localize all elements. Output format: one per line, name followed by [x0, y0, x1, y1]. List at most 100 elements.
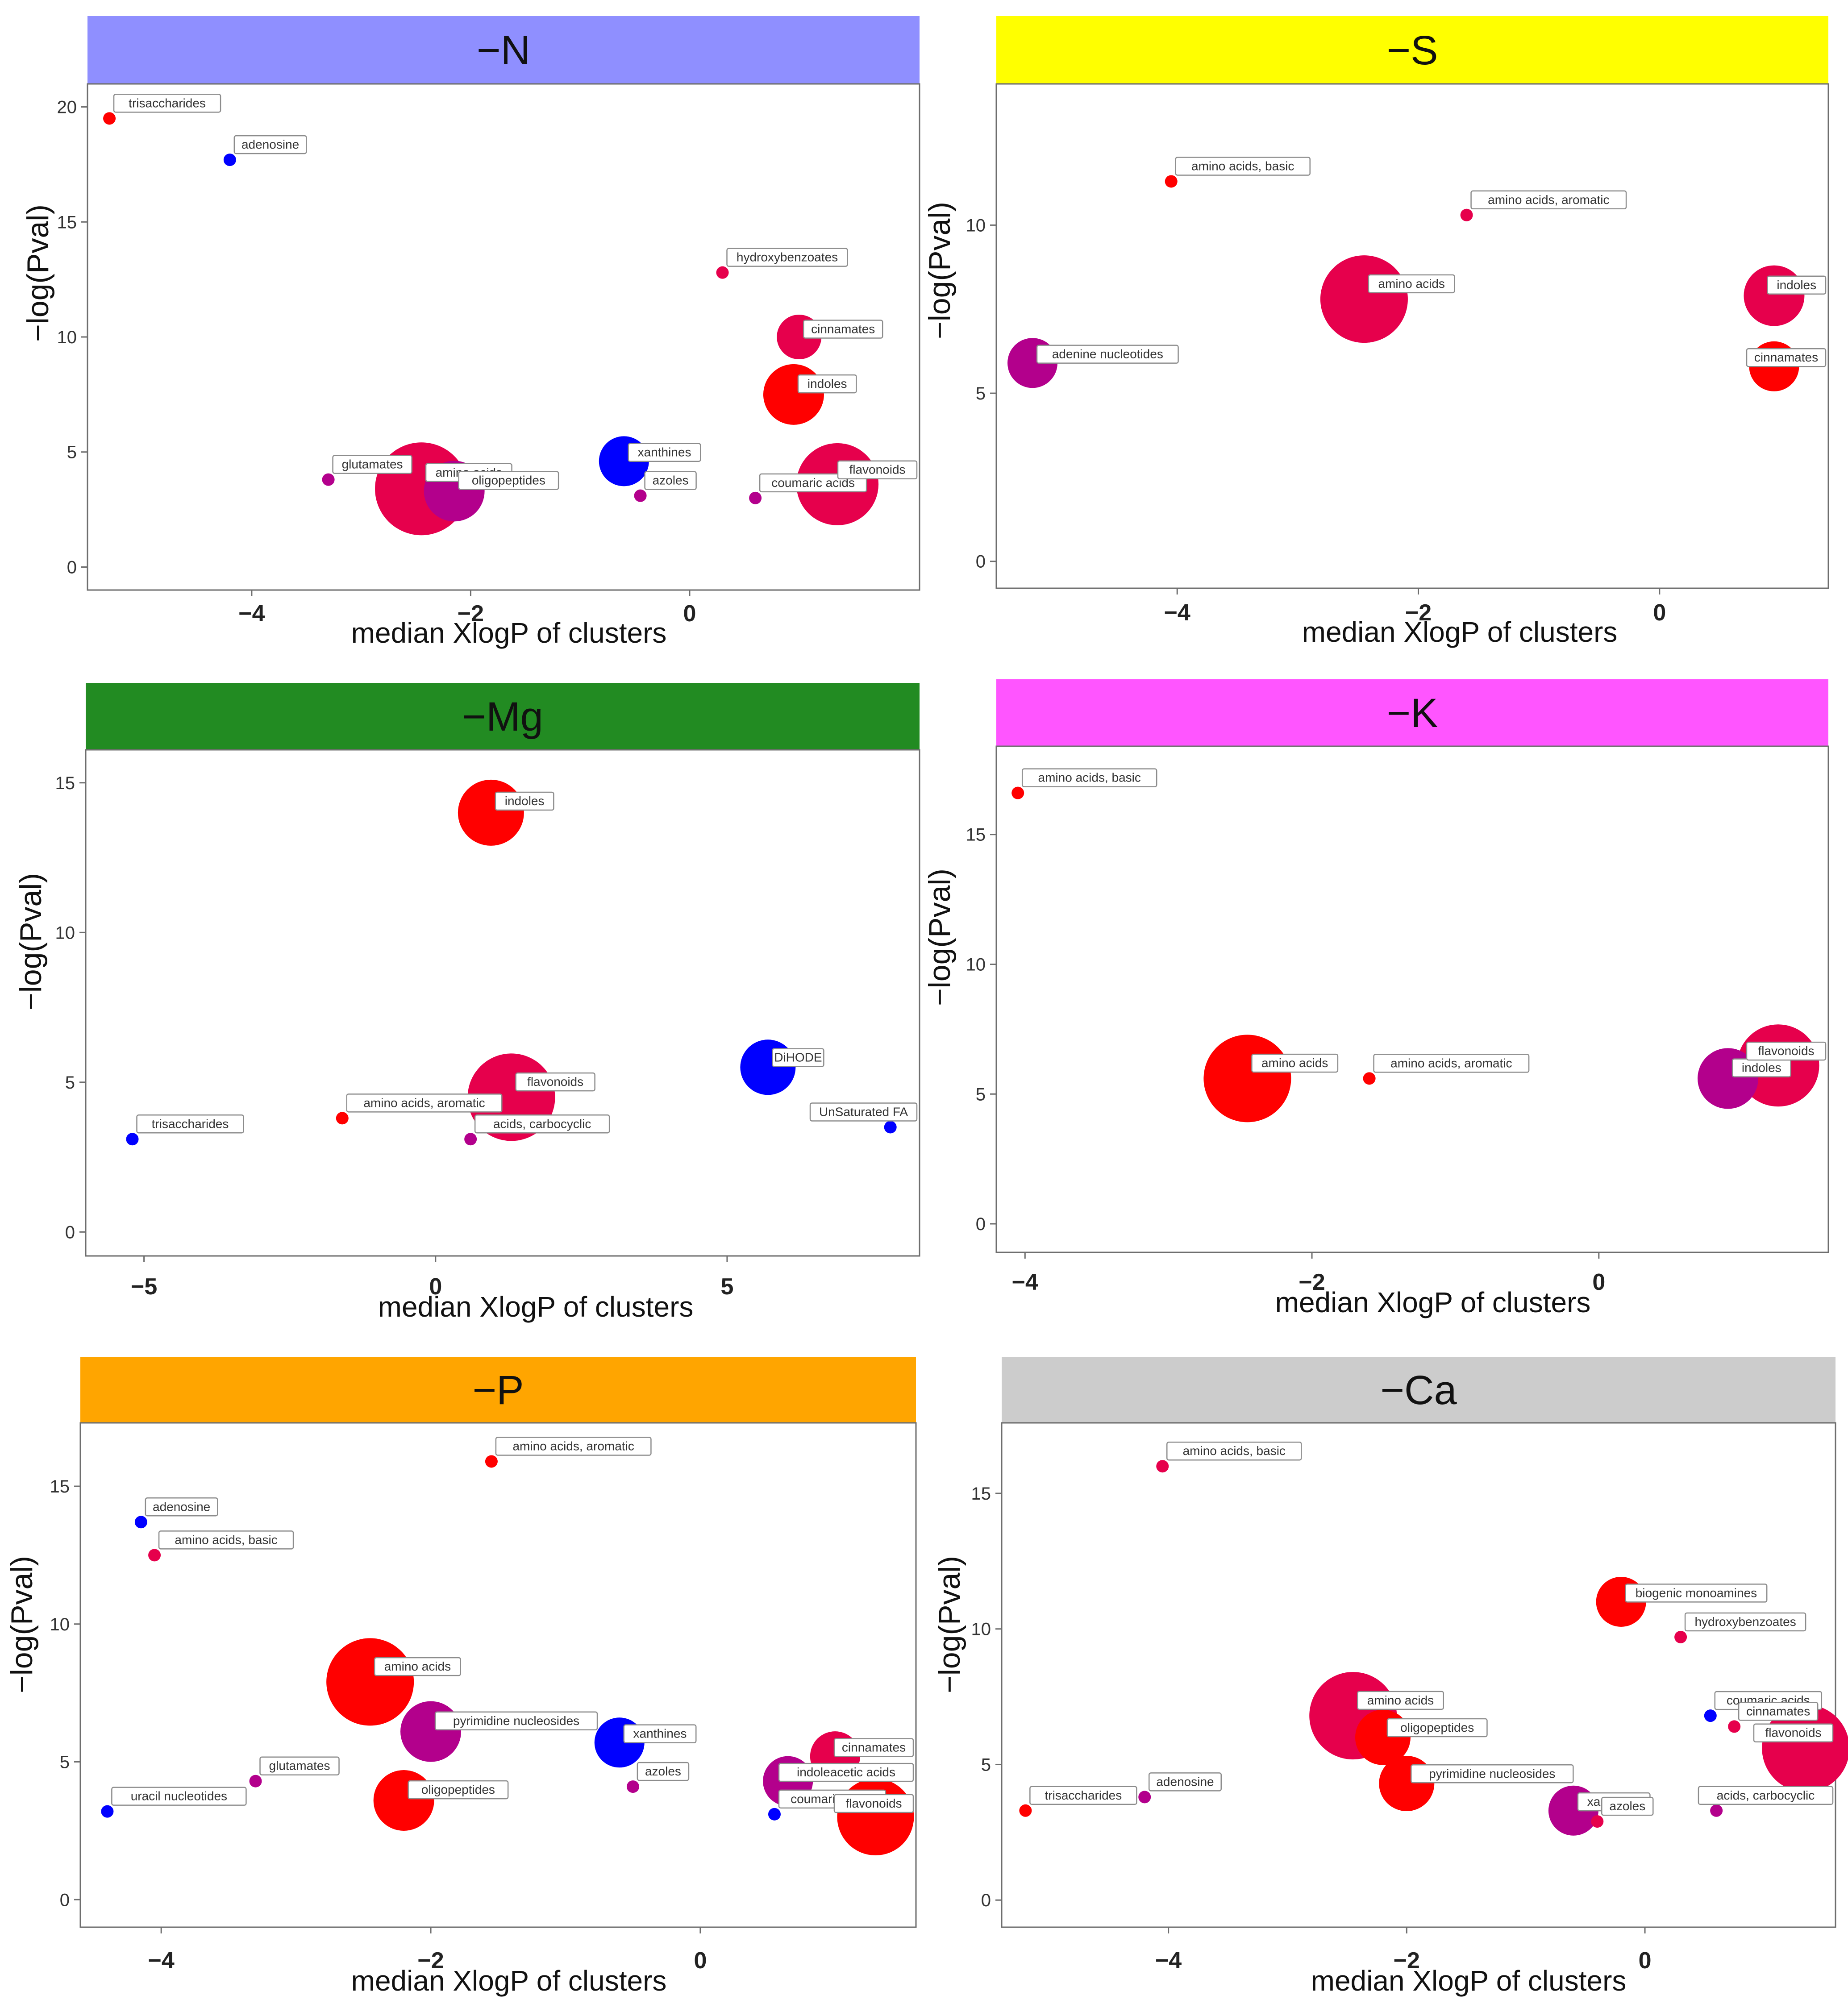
bubble-pyrimidine-nucleosides: [1379, 1756, 1435, 1812]
point-label-box: [1625, 1584, 1768, 1603]
point-label-amino-acids-basic: amino acids, basic: [175, 1533, 277, 1546]
y-tick-label: 5: [981, 1755, 991, 1775]
bubble-azoles: [1591, 1815, 1604, 1828]
bubble-coumaric-acids: [768, 1808, 781, 1821]
x-tick-label: −2: [1299, 1269, 1325, 1295]
point-label-indoleacetic-acids: indoleacetic acids: [797, 1765, 895, 1779]
y-axis-label: −log(Pval): [923, 869, 957, 1006]
point-label-adenosine: adenosine: [241, 137, 299, 151]
bubble-azoles: [634, 489, 647, 502]
bubble-amino-acids-basic: [1011, 786, 1024, 799]
point-label-adenine-nucleotides: adenine nucleotides: [1052, 347, 1163, 361]
y-tick-label: 0: [60, 1890, 70, 1910]
bubble-amino-acids-basic: [1156, 1460, 1169, 1473]
y-tick-label: 10: [57, 328, 77, 347]
point-label-box: [495, 1437, 652, 1456]
bubble-amino-acids: [326, 1638, 414, 1726]
bubble-adenosine: [1138, 1791, 1151, 1804]
point-label-adenosine: adenosine: [1156, 1775, 1214, 1788]
point-label-box: [434, 1711, 598, 1731]
y-tick-label: 10: [55, 923, 75, 943]
panel-title: −Mg: [462, 694, 543, 740]
x-tick-label: −2: [417, 1948, 444, 1974]
point-label-glutamates: glutamates: [342, 457, 403, 471]
point-label-box: [833, 1794, 914, 1813]
point-label-azoles: azoles: [1609, 1799, 1645, 1813]
y-tick-label: 0: [67, 557, 77, 577]
point-label-amino-acids-aromatic: amino acids, aromatic: [1390, 1056, 1512, 1070]
point-label-box: [1411, 1764, 1574, 1783]
point-label-box: [233, 135, 307, 154]
point-label-acids-carbocyclic: acids, carbocyclic: [493, 1117, 591, 1131]
point-label-box: [1738, 1702, 1819, 1721]
point-label-hydroxybenzoates: hydroxybenzoates: [1694, 1615, 1796, 1629]
x-tick-label: 0: [1592, 1269, 1605, 1295]
x-tick-label: −2: [458, 601, 484, 627]
y-tick-label: 15: [50, 1477, 70, 1497]
x-axis-label: median XlogP of clusters: [351, 617, 667, 649]
panel-banner: [1002, 1357, 1836, 1423]
point-label-cinnamates: cinnamates: [811, 322, 875, 336]
y-tick-label: 0: [981, 1891, 991, 1910]
point-label-xanthines: xanthines: [638, 445, 691, 459]
bubble-indoles: [1744, 265, 1805, 326]
bubble-amino-acids-aromatic: [485, 1455, 498, 1468]
point-label-dihode: DiHODE: [774, 1051, 822, 1064]
point-label-azoles: azoles: [645, 1764, 681, 1778]
point-label-glutamates: glutamates: [269, 1759, 330, 1773]
point-label-box: [346, 1093, 503, 1113]
bubble-indoles: [763, 364, 824, 425]
point-label-box: [1601, 1796, 1654, 1816]
panel-banner: [86, 683, 920, 750]
point-label-cinnamates: cinnamates: [1754, 350, 1818, 364]
point-label-box: [145, 1497, 218, 1517]
bubble-cinnamates: [1728, 1720, 1741, 1733]
bubble-pyrimidine-nucleosides: [400, 1701, 462, 1762]
bubble-amino-acids-aromatic: [336, 1112, 349, 1125]
bubble-coumaric-acids: [749, 491, 762, 504]
panel-p: −P 0 5 10 15 −4 −2 0 −log(Pval) median XlogP of c…: [5, 1357, 917, 1997]
point-label-azoles: azoles: [653, 474, 689, 487]
x-tick-label: 0: [683, 601, 696, 627]
panel-banner: [87, 16, 920, 84]
point-label-trisaccharides: trisaccharides: [129, 96, 206, 110]
x-tick-label: −4: [1012, 1269, 1038, 1295]
point-label-flavonoids: flavonoids: [1758, 1044, 1814, 1058]
x-tick-label: −4: [238, 601, 265, 627]
point-label-box: [374, 1657, 461, 1676]
x-tick-label: −4: [1155, 1948, 1182, 1974]
bubble-trisaccharides: [126, 1133, 139, 1146]
y-tick-label: 20: [57, 98, 77, 117]
bubble-amino-acids: [1203, 1035, 1291, 1122]
point-label-adenosine: adenosine: [153, 1500, 210, 1513]
panel-title: −K: [1386, 690, 1438, 736]
plot-frame: [85, 749, 920, 1257]
bubble-amino-acids-aromatic: [1363, 1072, 1376, 1085]
point-label-box: [1767, 275, 1827, 295]
point-label-trisaccharides: trisaccharides: [152, 1117, 229, 1131]
bubble-indoles: [458, 779, 524, 846]
y-tick-label: 15: [966, 825, 986, 845]
y-tick-label: 10: [966, 955, 986, 974]
bubble-coumaric-acids: [1704, 1709, 1717, 1722]
panel-s: −S 0 5 10 −4 −2 0 −log(Pval) median XlogP of clu…: [923, 16, 1829, 648]
point-label-box: [1470, 190, 1627, 210]
bubble-hydroxybenzoates: [1674, 1630, 1687, 1643]
y-tick-label: 5: [976, 384, 986, 403]
point-label-box: [495, 791, 554, 811]
point-label-box: [111, 1787, 247, 1806]
y-tick-label: 10: [966, 216, 986, 235]
x-tick-label: 0: [429, 1274, 442, 1300]
y-axis-label: −log(Pval): [932, 1556, 966, 1693]
x-axis-label: median XlogP of clusters: [1275, 1286, 1591, 1318]
panel-title: −P: [472, 1368, 524, 1413]
point-label-box: [1698, 1786, 1834, 1805]
x-axis-label: median XlogP of clusters: [1302, 616, 1618, 648]
x-tick-label: 0: [694, 1948, 707, 1974]
panel-title: −S: [1386, 28, 1438, 73]
x-tick-label: −2: [1394, 1948, 1420, 1974]
point-label-amino-acids-aromatic: amino acids, aromatic: [512, 1439, 634, 1453]
point-label-hydroxybenzoates: hydroxybenzoates: [737, 250, 838, 264]
point-label-box: [1386, 1718, 1488, 1738]
point-label-amino-acids-basic: amino acids, basic: [1191, 159, 1294, 173]
